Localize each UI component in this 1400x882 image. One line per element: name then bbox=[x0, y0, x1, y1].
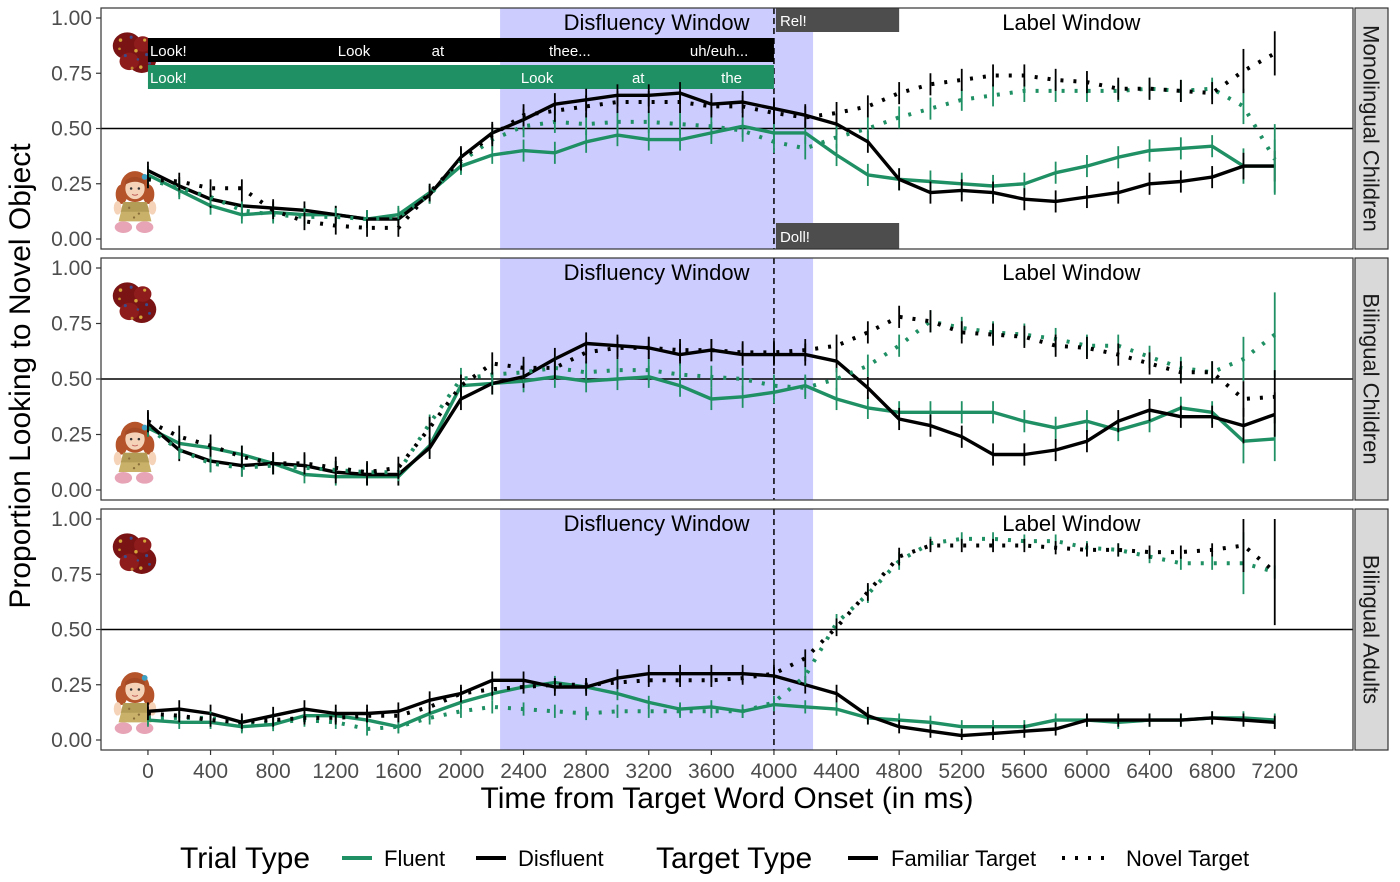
panel-monolingual-children: Disfluency Window Label Window Look! Look at… bbox=[51, 7, 1389, 251]
utterance-word: Look bbox=[338, 43, 371, 60]
series-disfluent-novel bbox=[147, 519, 1277, 729]
label-window-label: Label Window bbox=[1002, 10, 1140, 35]
facet-strip-label: Bilingual Adults bbox=[1359, 555, 1384, 704]
novel-label-text: Rel! bbox=[780, 13, 807, 30]
series-disfluent-novel bbox=[147, 305, 1276, 484]
x-tick-label: 2000 bbox=[438, 760, 485, 783]
x-tick-label: 3200 bbox=[625, 760, 672, 783]
novel-object-icon bbox=[112, 282, 157, 323]
utterance-word: uh/euh... bbox=[690, 43, 748, 60]
x-tick-label: 0 bbox=[142, 760, 154, 783]
familiar-label-box bbox=[775, 223, 900, 249]
legend-trial-type-title: Trial Type bbox=[180, 842, 310, 875]
disfluency-window-label: Disfluency Window bbox=[564, 10, 750, 35]
x-tick-label: 6000 bbox=[1064, 760, 1111, 783]
facet-strip-label: Monolingual Children bbox=[1359, 25, 1384, 232]
legend-target-type-title: Target Type bbox=[656, 842, 812, 875]
utterance-word: Look! bbox=[150, 70, 187, 87]
x-tick-label: 400 bbox=[193, 760, 228, 783]
legend-label-fluent: Fluent bbox=[384, 846, 445, 871]
y-tick-label: 0.50 bbox=[51, 619, 92, 642]
label-window-label: Label Window bbox=[1002, 260, 1140, 285]
legend-label-disfluent: Disfluent bbox=[518, 846, 604, 871]
x-tick-label: 2400 bbox=[500, 760, 547, 783]
series-line bbox=[147, 86, 1277, 222]
utterance-word: at bbox=[632, 70, 645, 87]
x-tick-label: 6800 bbox=[1189, 760, 1236, 783]
y-tick-label: 0.50 bbox=[51, 368, 92, 391]
legend: Trial Type Fluent Disfluent Target Type … bbox=[180, 842, 1249, 875]
y-tick-label: 0.00 bbox=[51, 729, 92, 752]
familiar-label-text: Doll! bbox=[780, 229, 810, 246]
x-tick-label: 1200 bbox=[312, 760, 359, 783]
legend-label-familiar: Familiar Target bbox=[891, 846, 1036, 871]
label-window-label: Label Window bbox=[1002, 511, 1140, 536]
x-tick-label: 1600 bbox=[375, 760, 422, 783]
series-line bbox=[147, 314, 1275, 475]
y-tick-label: 0.00 bbox=[51, 228, 92, 251]
novel-label-box bbox=[775, 8, 900, 32]
facet-strip bbox=[1354, 7, 1389, 250]
y-tick-label: 0.00 bbox=[51, 479, 92, 502]
x-tick-label: 800 bbox=[256, 760, 291, 783]
panel-bilingual-children: Disfluency Window Label Window 0.00 0.25 0.5… bbox=[51, 257, 1389, 502]
x-tick-label: 3600 bbox=[688, 760, 735, 783]
facet-strip-label: Bilingual Children bbox=[1359, 293, 1384, 464]
y-tick-label: 0.25 bbox=[51, 424, 92, 447]
series-line bbox=[147, 51, 1276, 230]
disfluency-window-label: Disfluency Window bbox=[564, 260, 750, 285]
utterance-word: thee... bbox=[549, 43, 591, 60]
facet-strip bbox=[1354, 257, 1389, 501]
y-tick-label: 0.25 bbox=[51, 173, 92, 196]
doll-icon bbox=[113, 671, 157, 735]
disfluency-window-label: Disfluency Window bbox=[564, 511, 750, 536]
facet-strip bbox=[1354, 508, 1389, 751]
x-axis-title: Time from Target Word Onset (in ms) bbox=[481, 782, 974, 815]
utterance-word: at bbox=[432, 43, 445, 60]
y-tick-label: 1.00 bbox=[51, 257, 92, 280]
utterance-bar-disfluent bbox=[147, 38, 774, 62]
y-tick-label: 0.25 bbox=[51, 674, 92, 697]
x-tick-label: 4000 bbox=[751, 760, 798, 783]
utterance-bar-fluent bbox=[147, 65, 774, 89]
x-tick-label: 2800 bbox=[563, 760, 610, 783]
x-tick-label: 6400 bbox=[1126, 760, 1173, 783]
series-line bbox=[146, 319, 1277, 475]
x-tick-label: 4800 bbox=[876, 760, 923, 783]
series-disfluent-novel bbox=[147, 31, 1276, 237]
doll-icon bbox=[113, 421, 157, 485]
y-tick-label: 0.75 bbox=[51, 563, 92, 586]
utterance-word: Look! bbox=[150, 43, 187, 60]
x-tick-label: 5600 bbox=[1001, 760, 1048, 783]
y-tick-label: 0.75 bbox=[51, 62, 92, 85]
y-tick-label: 1.00 bbox=[51, 508, 92, 531]
y-axis-title: Proportion Looking to Novel Object bbox=[4, 143, 37, 609]
x-tick-label: 5200 bbox=[938, 760, 985, 783]
utterance-word: Look bbox=[521, 70, 554, 87]
panel-bilingual-adults: Disfluency Window Label Window 0.00 0.25 0.5… bbox=[51, 508, 1389, 752]
x-tick-label: 7200 bbox=[1251, 760, 1298, 783]
y-tick-label: 0.75 bbox=[51, 313, 92, 336]
y-tick-label: 0.50 bbox=[51, 118, 92, 141]
y-tick-label: 1.00 bbox=[51, 7, 92, 30]
novel-object-icon bbox=[112, 533, 157, 574]
utterance-word: the bbox=[721, 70, 742, 87]
x-tick-label: 4400 bbox=[813, 760, 860, 783]
legend-label-novel: Novel Target bbox=[1126, 846, 1249, 871]
